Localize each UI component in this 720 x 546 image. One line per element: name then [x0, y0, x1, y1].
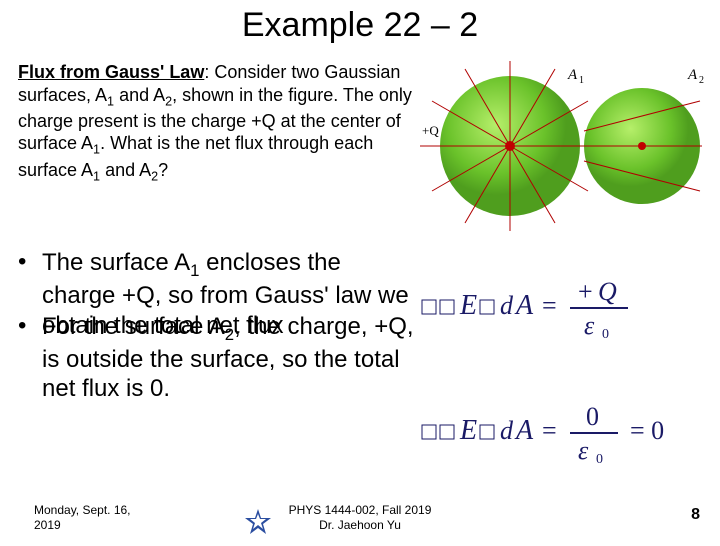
bullet-2: • For the surface A2, the charge, +Q, is…: [18, 312, 418, 404]
equation-flux-a2: E d A = 0 ε 0 = 0: [420, 401, 710, 471]
svg-text:A: A: [687, 67, 698, 83]
svg-text:0: 0: [602, 327, 609, 342]
footer-course: PHYS 1444-002, Fall 2019 Dr. Jaehoon Yu: [289, 503, 432, 532]
footer-date: Monday, Sept. 16, 2019: [34, 503, 131, 532]
svg-text:=: =: [542, 416, 557, 445]
svg-text:d: d: [500, 416, 514, 445]
svg-text:ε: ε: [584, 311, 595, 340]
problem-lead: Flux from Gauss' Law: [18, 62, 204, 82]
svg-text:Q: Q: [598, 277, 617, 306]
page-number: 8: [691, 506, 700, 524]
svg-text:E: E: [459, 415, 477, 446]
svg-text:= 0: = 0: [630, 416, 664, 445]
equation-flux-a1: E d A = + Q ε 0: [420, 276, 710, 346]
svg-text:E: E: [459, 290, 477, 321]
svg-text:A: A: [514, 290, 534, 321]
svg-text:1: 1: [579, 75, 584, 86]
svg-text:ε: ε: [578, 436, 589, 465]
svg-text:d: d: [500, 291, 514, 320]
svg-text:A: A: [514, 415, 534, 446]
logo-star-icon: [244, 508, 272, 536]
gaussian-surfaces-figure: A 1 A 2 +Q: [420, 61, 710, 231]
svg-text:+Q: +Q: [422, 123, 439, 138]
problem-statement: Flux from Gauss' Law: Consider two Gauss…: [18, 61, 418, 185]
slide-title: Example 22 – 2: [0, 6, 720, 45]
svg-text:=: =: [542, 291, 557, 320]
svg-text:A: A: [567, 67, 578, 83]
svg-text:+: +: [578, 277, 593, 306]
svg-text:2: 2: [699, 75, 704, 86]
bullet-list: • The surface A1 encloses the charge +Q,…: [18, 248, 418, 404]
svg-text:0: 0: [586, 402, 599, 431]
svg-text:0: 0: [596, 452, 603, 467]
